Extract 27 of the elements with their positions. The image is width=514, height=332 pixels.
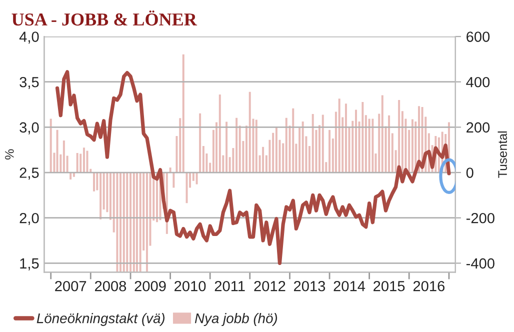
y2-tick-label: 200 <box>466 122 490 133</box>
y-tick-label: 1,5 <box>20 258 39 270</box>
x-tick-label: 2012 <box>254 280 286 292</box>
y2-tick-label: 600 <box>466 32 490 42</box>
y2-tick-label: 0 <box>466 168 474 178</box>
y-tick-label: 3,0 <box>20 122 39 134</box>
y2-axis-title: Tusental <box>498 131 507 178</box>
x-tick-label: 2010 <box>174 280 206 292</box>
x-tick-label: 2009 <box>134 280 166 292</box>
y2-tick-label: 400 <box>466 76 490 88</box>
y-tick-label: 3,5 <box>20 76 39 89</box>
y2-tick-label: -400 <box>466 258 494 269</box>
y-tick-label: 2,0 <box>20 212 39 225</box>
x-tick-label: 2015 <box>374 280 405 292</box>
y2-tick-label: -200 <box>466 212 494 224</box>
x-tick-label: 2011 <box>214 280 245 292</box>
legend-label: Löneökningstakt (vä) <box>36 313 165 326</box>
y-tick-label: 2,5 <box>20 168 39 180</box>
x-tick-label: 2014 <box>334 280 366 292</box>
x-tick-label: 2007 <box>55 280 86 292</box>
legend-label: Nya jobb (hö) <box>194 313 278 326</box>
chart-title: USA - JOBB & LÖNER <box>12 10 198 26</box>
x-tick-label: 2013 <box>294 280 326 292</box>
y-tick-label: 4,0 <box>19 32 39 44</box>
x-tick-label: 2008 <box>94 280 126 292</box>
y-axis-title: % <box>5 149 14 160</box>
x-tick-label: 2016 <box>413 280 444 292</box>
